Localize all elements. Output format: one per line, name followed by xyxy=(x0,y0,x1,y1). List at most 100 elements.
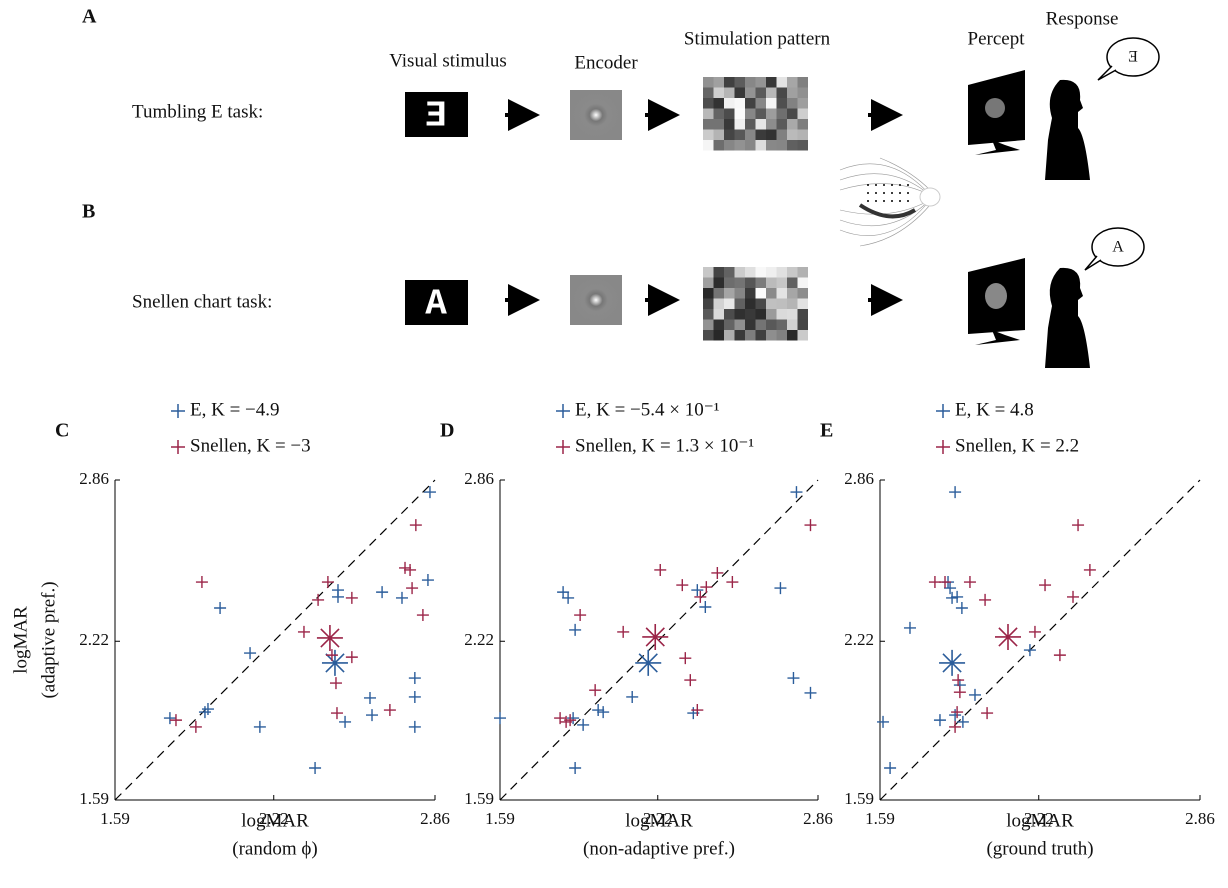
y-tick-label: 2.86 xyxy=(844,469,874,488)
identity-line xyxy=(879,479,1201,801)
pattern-cell xyxy=(797,87,808,98)
y-tick-label: 2.22 xyxy=(79,630,109,649)
stimulation-pattern xyxy=(703,267,808,341)
point xyxy=(321,576,334,589)
column-header: Percept xyxy=(968,28,1026,49)
legend-marker xyxy=(936,404,950,418)
pattern-cell xyxy=(745,87,756,98)
stimulus xyxy=(405,92,468,137)
point xyxy=(1053,649,1066,662)
x-tick-label: 2.86 xyxy=(1185,809,1215,828)
percept-monitor xyxy=(968,70,1025,345)
retina-illustration xyxy=(839,157,941,247)
point xyxy=(979,593,992,606)
mean-marker xyxy=(995,623,1021,650)
x-tick-label: 2.22 xyxy=(643,809,673,828)
point xyxy=(399,561,412,574)
point xyxy=(567,712,580,725)
point xyxy=(691,704,704,717)
pattern-cell xyxy=(755,98,766,109)
point xyxy=(383,704,396,717)
point xyxy=(163,712,176,725)
point xyxy=(376,586,389,599)
pattern-cell xyxy=(776,87,787,98)
pattern-cell xyxy=(797,288,808,299)
pattern-cell xyxy=(703,77,714,88)
point xyxy=(951,706,964,719)
y-tick-label: 2.86 xyxy=(79,469,109,488)
pattern-cell xyxy=(745,77,756,88)
pattern-cell xyxy=(797,98,808,109)
pattern-cell xyxy=(724,309,735,320)
y-tick-label: 2.22 xyxy=(844,630,874,649)
point xyxy=(694,590,707,603)
point xyxy=(949,709,962,722)
pattern-cell xyxy=(713,319,724,330)
pattern-cell xyxy=(766,77,777,88)
pattern-cell xyxy=(766,119,777,130)
pattern-cell xyxy=(703,98,714,109)
pattern-cell xyxy=(713,108,724,119)
pattern-cell xyxy=(734,77,745,88)
pattern-cell xyxy=(713,330,724,341)
x-tick-label: 2.86 xyxy=(420,809,450,828)
pattern-cell xyxy=(787,108,798,119)
encoder xyxy=(570,90,622,140)
pattern-cell xyxy=(703,140,714,151)
pattern-cell xyxy=(766,129,777,140)
panel-label: C xyxy=(55,420,69,442)
point xyxy=(804,686,817,699)
point xyxy=(949,486,962,499)
mean-marker xyxy=(321,649,348,676)
x-tick-label: 2.22 xyxy=(259,809,289,828)
pattern-cell xyxy=(745,98,756,109)
point xyxy=(557,586,570,599)
pattern-cell xyxy=(745,319,756,330)
point xyxy=(366,709,379,722)
pattern-cell xyxy=(724,330,735,341)
point xyxy=(345,591,358,604)
speech-bubble xyxy=(1084,37,1160,271)
pattern-cell xyxy=(776,277,787,288)
row-label: Snellen chart task: xyxy=(132,291,272,312)
point xyxy=(679,652,692,665)
point xyxy=(676,579,689,592)
identity-line xyxy=(114,479,436,801)
pattern-cell xyxy=(766,87,777,98)
pattern-cell xyxy=(776,119,787,130)
point xyxy=(408,690,421,703)
pattern-cell xyxy=(776,129,787,140)
pattern-cell xyxy=(797,330,808,341)
pattern-cell xyxy=(755,129,766,140)
point xyxy=(589,684,602,697)
pattern-cell xyxy=(703,288,714,299)
legend-label: Snellen, K = 2.2 xyxy=(955,435,1079,456)
pattern-cell xyxy=(755,277,766,288)
pattern-cell xyxy=(713,87,724,98)
point xyxy=(189,720,202,733)
pattern-cell xyxy=(713,267,724,278)
pattern-cell xyxy=(745,298,756,309)
point xyxy=(981,707,994,720)
point xyxy=(564,714,577,727)
x-axis-sublabel: (ground truth) xyxy=(986,838,1093,859)
pattern-cell xyxy=(713,288,724,299)
mean-marker xyxy=(939,649,966,676)
mean-marker xyxy=(316,624,343,651)
pattern-cell xyxy=(703,267,714,278)
y-tick-label: 1.59 xyxy=(464,789,494,808)
pattern-cell xyxy=(787,309,798,320)
pattern-cell xyxy=(755,77,766,88)
pattern-cell xyxy=(734,129,745,140)
point xyxy=(804,519,817,532)
legend-label: E, K = −5.4 × 10⁻¹ xyxy=(575,399,720,420)
pattern-cell xyxy=(797,140,808,151)
legend-label: E, K = −4.9 xyxy=(190,399,280,420)
pattern-cell xyxy=(755,288,766,299)
point xyxy=(654,563,667,576)
pattern-cell xyxy=(703,119,714,130)
y-tick-label: 2.22 xyxy=(464,630,494,649)
point xyxy=(1039,579,1052,592)
mean-marker xyxy=(635,649,662,676)
x-tick-label: 1.59 xyxy=(100,809,130,828)
